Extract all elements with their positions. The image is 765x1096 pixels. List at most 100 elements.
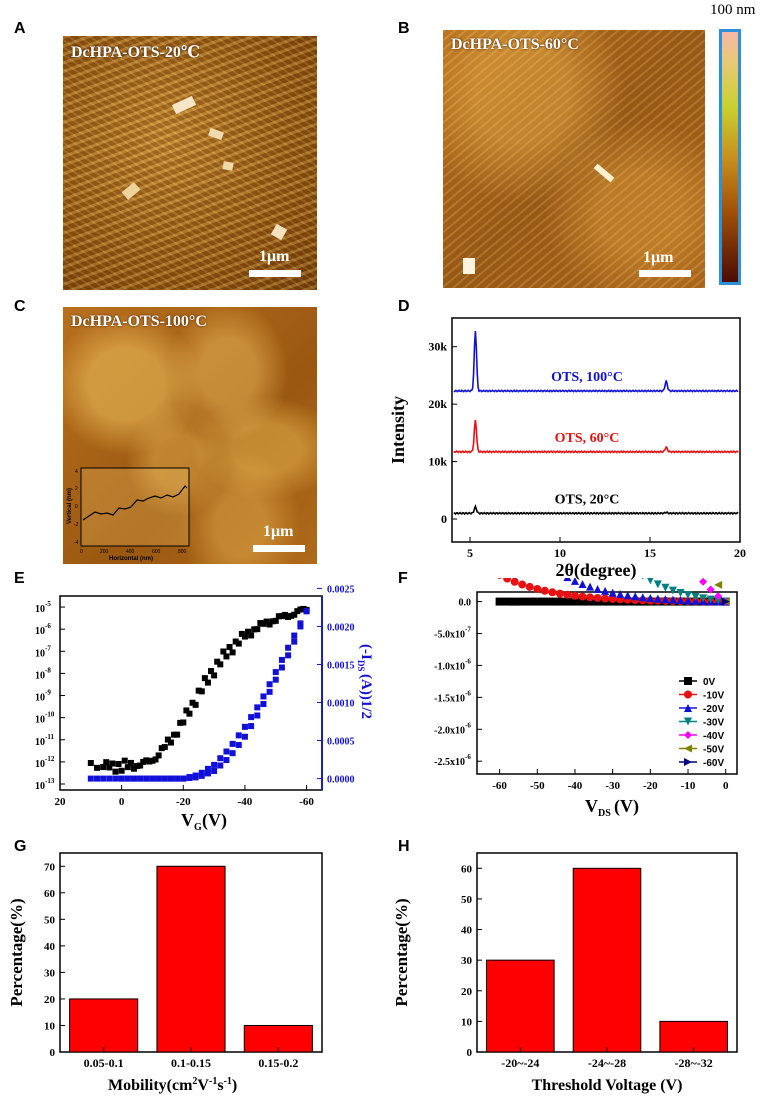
sqrt-current-marker (248, 714, 255, 721)
afm-title-a: DcHPA-OTS-20℃ (71, 44, 201, 61)
afm-crystal (171, 95, 197, 115)
log-current-marker (220, 648, 227, 655)
output-marker (699, 578, 708, 586)
log-current-marker (112, 768, 119, 775)
output-marker (570, 591, 579, 600)
inset-ytick: 0 (75, 504, 78, 510)
log-current-marker (103, 759, 110, 766)
sqrt-current-marker (266, 681, 273, 688)
x-tick-label: -40 (238, 796, 253, 808)
output-marker (563, 597, 572, 606)
inset-xtick: 200 (100, 549, 109, 555)
log-current-marker (180, 719, 187, 726)
x-tick-label: 0.05-0.1 (84, 1056, 124, 1070)
output-marker (586, 593, 595, 602)
y-tick-label: 60 (44, 888, 56, 900)
log-current-marker (291, 611, 298, 618)
sqrt-current-marker (254, 712, 261, 719)
output-marker (555, 597, 564, 606)
afm-image-b: DcHPA-OTS-60°C 1μm (443, 30, 705, 288)
output-marker (714, 596, 723, 605)
x-tick-label: -50 (530, 780, 545, 792)
panel-label-e: E (14, 570, 25, 587)
y-tick-label: 40 (461, 925, 473, 937)
y2-tick-label: 0.0005 (327, 737, 355, 748)
y-axis-label: Percentage(%) (7, 898, 26, 1006)
y-tick-label: 0 (467, 1047, 473, 1059)
y2-tick-label: 0.0025 (327, 584, 355, 595)
scale-label: 1μm (643, 249, 674, 266)
sqrt-current-marker (248, 723, 255, 730)
output-marker (570, 597, 579, 606)
output-marker (563, 578, 572, 582)
y-tick-label: 30k (428, 340, 447, 354)
y-tick-label: 0 (50, 1047, 56, 1059)
threshold-histogram: 0 10 20 30 40 50 60 -20~-24 -24~-28 -28~-32 Percen… (392, 852, 738, 1094)
output-marker (540, 586, 549, 595)
output-marker (661, 583, 670, 592)
y2-axis-label-group: (-IDS (A))1/2 (356, 644, 374, 719)
output-marker (608, 588, 617, 597)
afm-title-b: DcHPA-OTS-60°C (451, 36, 579, 53)
sqrt-current-marker (278, 656, 285, 663)
sqrt-current-marker (297, 623, 304, 630)
y-tick-label: 10k (428, 455, 447, 469)
log-current-marker (229, 649, 236, 656)
log-current-marker (254, 626, 261, 633)
sqrt-current-marker (211, 767, 218, 774)
output-marker (510, 597, 519, 606)
output-marker (638, 593, 647, 602)
sqrt-current-marker (285, 652, 292, 659)
x-tick-label: -24~-28 (588, 1056, 626, 1070)
y-tick-label: 10 (35, 604, 45, 615)
sqrt-current-marker (118, 775, 125, 782)
log-current-marker (297, 606, 304, 613)
y-tick-label: 10 (35, 759, 45, 770)
y-tick-exponent: -8 (45, 666, 51, 674)
afm-crystal (121, 182, 141, 200)
output-marker (593, 593, 602, 602)
output-marker (518, 597, 527, 606)
sqrt-current-marker (192, 774, 199, 781)
sqrt-current-marker (278, 664, 285, 671)
x-tick-label: 0.1-0.15 (171, 1056, 211, 1070)
afm-crystal (270, 223, 288, 241)
output-marker (503, 597, 512, 606)
x-axis-label-part: V (197, 1077, 209, 1094)
sqrt-current-marker (303, 608, 310, 615)
panel-label-h: H (398, 838, 410, 855)
inset-xlabel: Horizontal (nm) (109, 556, 153, 562)
sqrt-current-marker (204, 770, 211, 777)
sqrt-current-marker (285, 644, 292, 651)
sqrt-current-marker (112, 775, 119, 782)
log-current-marker (174, 731, 181, 738)
sqrt-current-marker (204, 765, 211, 772)
histogram-bar (69, 998, 139, 1053)
output-marker (548, 597, 557, 606)
scale-label: 1μm (259, 248, 290, 265)
y-tick-exponent: -6 (45, 622, 51, 630)
sqrt-current-marker (124, 775, 131, 782)
y-tick-exponent: -12 (45, 755, 55, 763)
sqrt-current-marker (266, 688, 273, 695)
x-tick-label: -10 (681, 780, 696, 792)
panel-label-b: B (398, 20, 410, 37)
x-axis-label-part: ) (232, 1077, 237, 1094)
inset-xtick: 0 (80, 549, 83, 555)
sqrt-current-marker (143, 775, 150, 782)
log-current-marker (115, 761, 122, 768)
output-marker (586, 582, 595, 591)
legend-marker (684, 717, 692, 726)
x-axis-label-part: -1 (224, 1076, 232, 1087)
sqrt-current-marker (272, 669, 279, 676)
histogram-bar (572, 867, 642, 1053)
panel-label-c: C (14, 298, 26, 315)
sqrt-current-marker (291, 632, 298, 639)
y-tick-label: 20 (461, 986, 473, 998)
y2-axis-label-sub: DS (356, 660, 366, 672)
log-current-marker (186, 710, 193, 717)
panel-label-f: F (398, 570, 408, 587)
plot-frame (59, 595, 323, 791)
colorbar-label: 100 nm (710, 2, 756, 18)
output-marker (525, 582, 534, 591)
